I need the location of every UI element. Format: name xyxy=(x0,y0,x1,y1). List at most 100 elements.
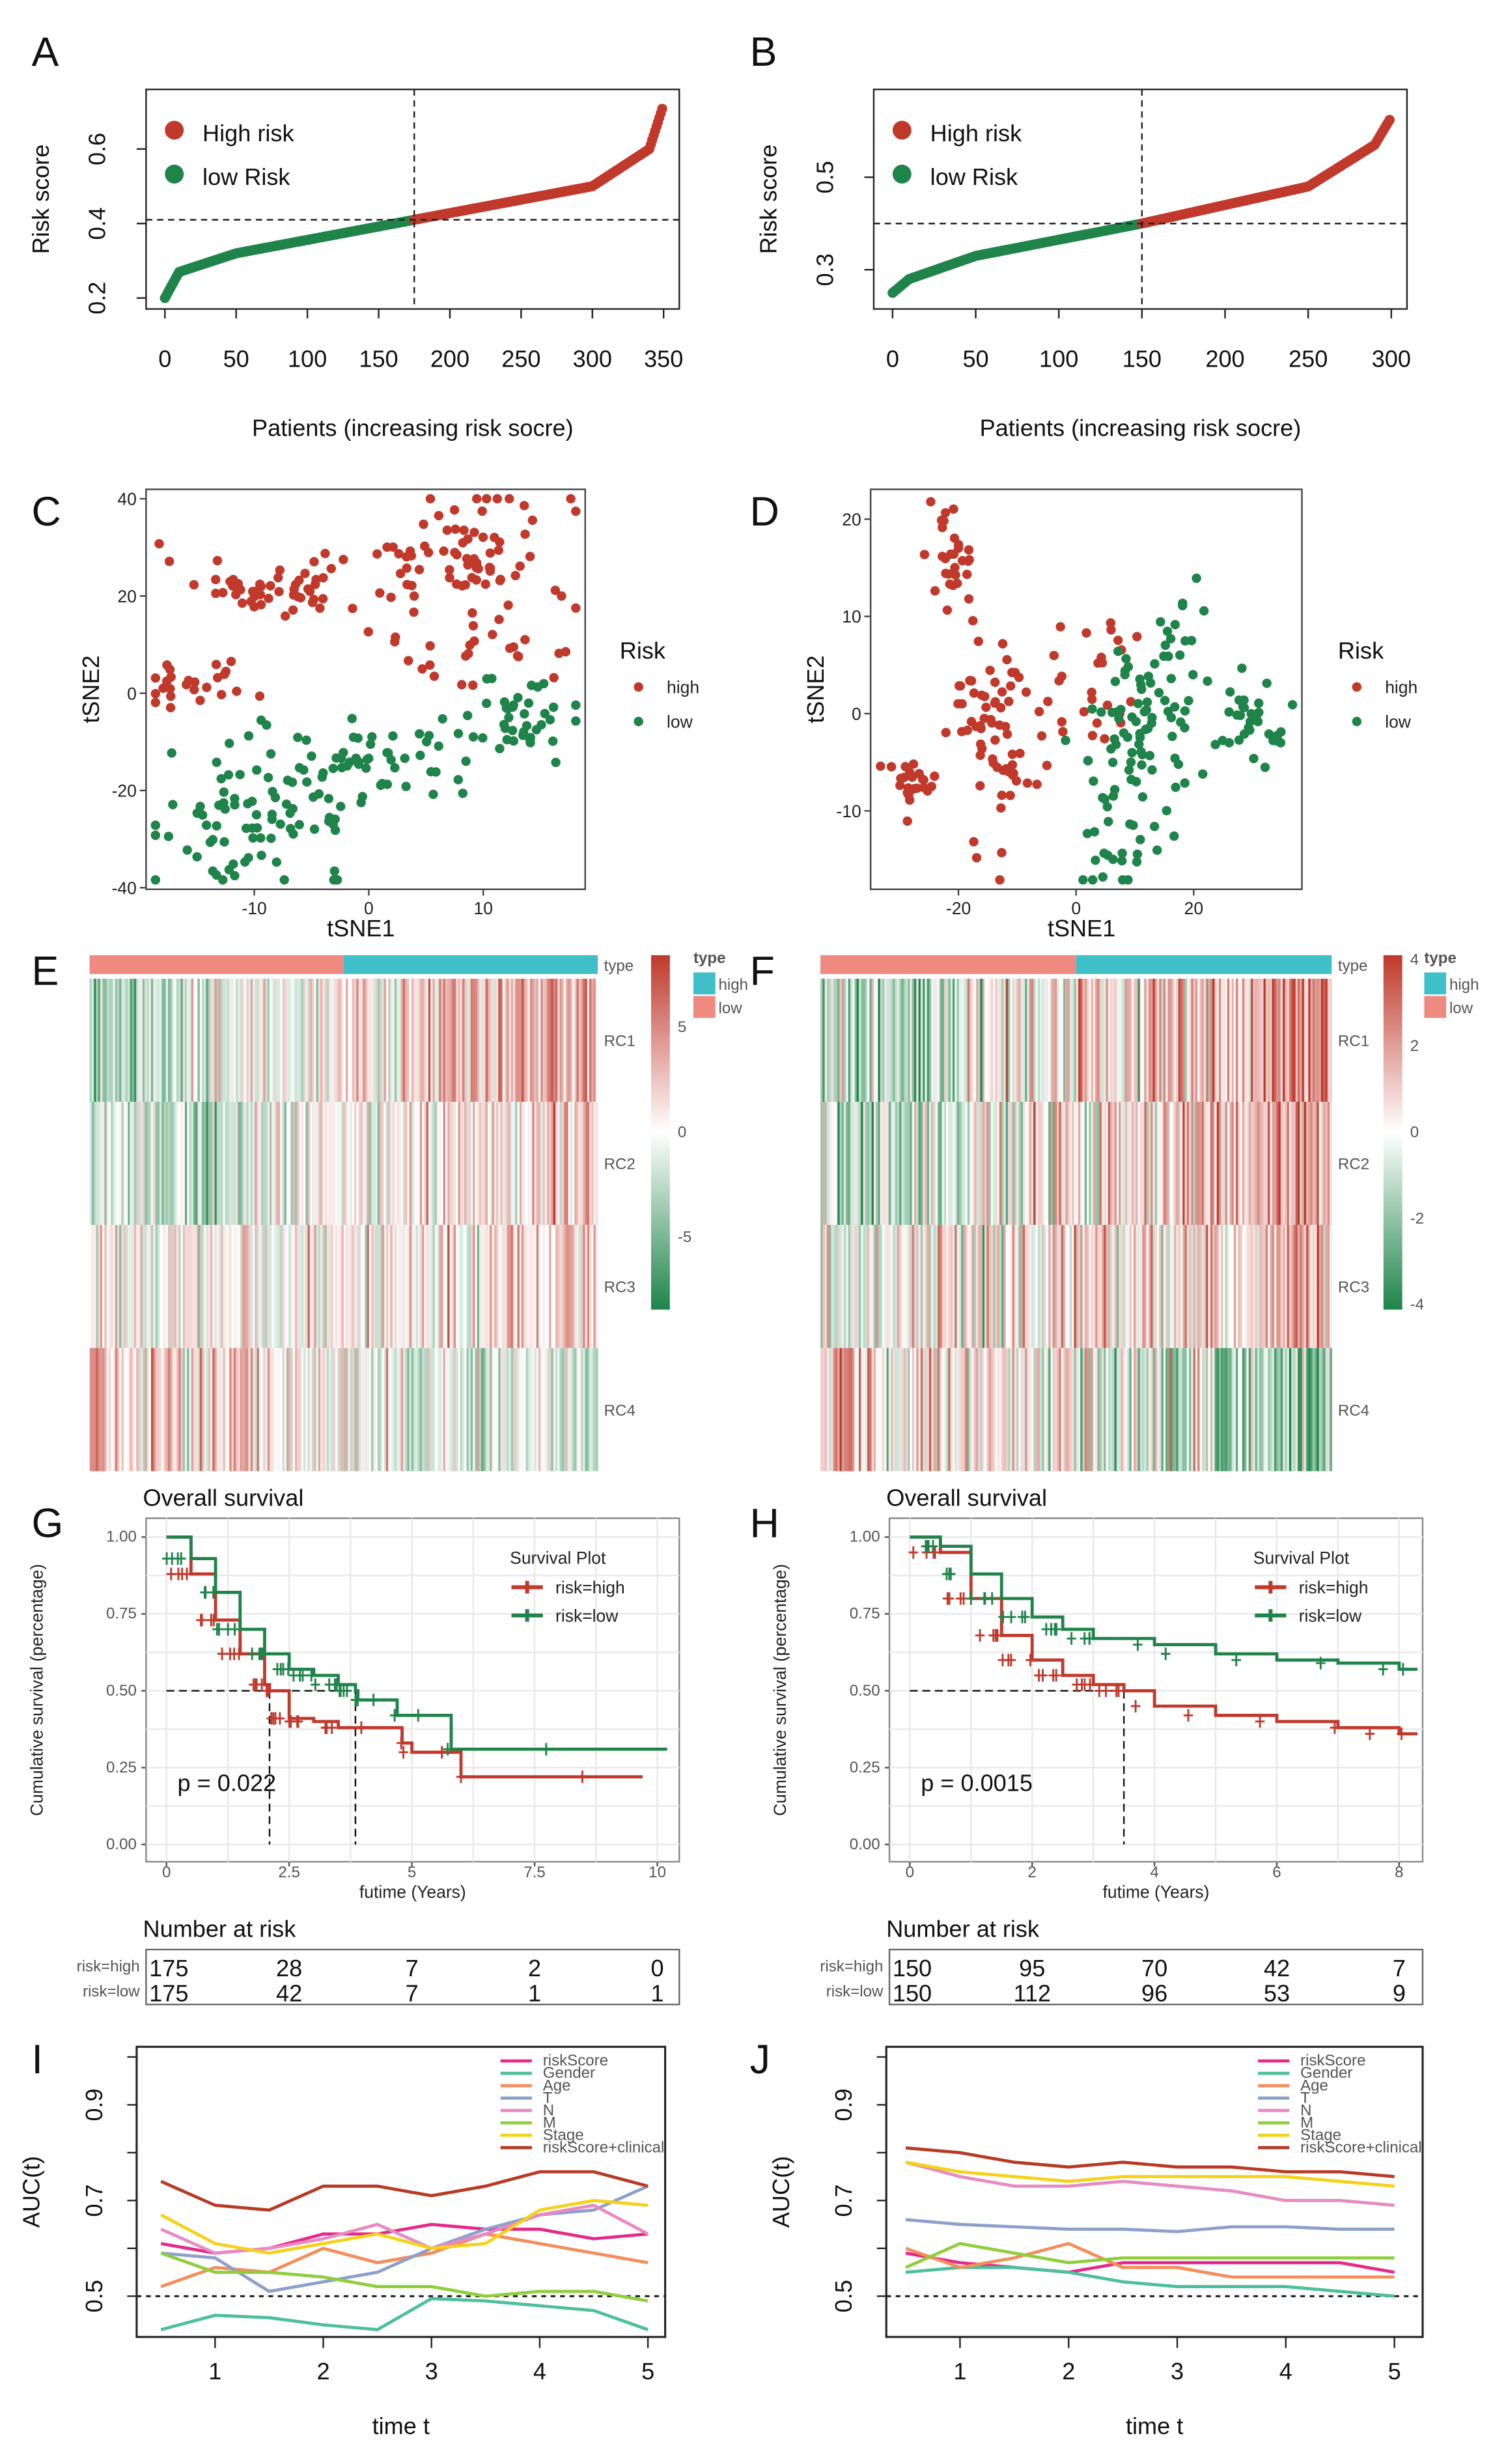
heatmap-cell xyxy=(1106,1225,1109,1349)
tsne-point xyxy=(329,866,339,876)
heatmap-cell xyxy=(1005,979,1009,1102)
tsne-point xyxy=(1113,636,1123,645)
heatmap-cell xyxy=(502,1102,505,1225)
x-tick-label: 1 xyxy=(953,2358,966,2385)
heatmap-cell xyxy=(589,979,593,1102)
heatmap-cell xyxy=(865,1102,868,1225)
heatmap-cell xyxy=(574,1102,578,1225)
heatmap-cell xyxy=(1001,1348,1005,1472)
heatmap-cell xyxy=(589,1102,593,1225)
tsne-point xyxy=(1126,757,1136,767)
censor-mark xyxy=(270,1712,281,1725)
heatmap-cell xyxy=(507,979,510,1102)
heatmap-cell xyxy=(1112,1225,1115,1349)
tsne-point xyxy=(495,537,505,547)
heatmap-cell xyxy=(1131,1225,1134,1349)
heatmap-cell xyxy=(1046,1348,1049,1472)
heatmap-cell xyxy=(1148,1348,1151,1472)
tsne-point xyxy=(255,579,265,589)
row-label: RC4 xyxy=(1338,1402,1369,1420)
heatmap-cell xyxy=(309,1102,313,1225)
type-legend-label: high xyxy=(719,976,749,994)
heatmap-cell xyxy=(578,979,581,1102)
heatmap-cell xyxy=(411,979,414,1102)
heatmap-cell xyxy=(1142,1102,1145,1225)
heatmap-cell xyxy=(570,1225,573,1349)
tsne-point xyxy=(425,660,435,670)
heatmap-cell xyxy=(436,1225,439,1349)
heatmap-cell xyxy=(980,979,983,1102)
heatmap-cell xyxy=(1318,1348,1322,1472)
heatmap-cell xyxy=(1108,1348,1111,1472)
heatmap-cell xyxy=(521,1225,524,1349)
heatmap-cell xyxy=(233,1102,236,1225)
heatmap-cell xyxy=(1054,979,1057,1102)
heatmap-cell xyxy=(1191,1225,1194,1349)
heatmap-cell xyxy=(988,1348,992,1472)
heatmap-cell xyxy=(515,979,518,1102)
y-axis-label: AUC(t) xyxy=(768,2156,794,2228)
tsne-point xyxy=(1166,673,1177,684)
heatmap-cell xyxy=(329,979,332,1102)
heatmap-cell xyxy=(1295,1225,1298,1349)
heatmap-cell xyxy=(1148,979,1151,1102)
heatmap-cell xyxy=(270,1102,273,1225)
heatmap-cell xyxy=(1114,1348,1117,1472)
heatmap-cell xyxy=(886,979,889,1102)
tsne-point xyxy=(1007,749,1018,759)
heatmap-cell xyxy=(914,1102,917,1225)
heatmap-cell xyxy=(197,979,201,1102)
tsne-point xyxy=(520,709,529,719)
heatmap-cell xyxy=(1242,1348,1245,1472)
heatmap-cell xyxy=(1310,1348,1313,1472)
heatmap-cell xyxy=(549,979,552,1102)
tsne-point xyxy=(458,789,467,798)
tsne-point xyxy=(1152,845,1162,855)
heatmap-cell xyxy=(210,979,213,1102)
heatmap-cell xyxy=(400,979,404,1102)
heatmap-cell xyxy=(1229,1102,1233,1225)
censor-mark xyxy=(1034,1669,1044,1682)
heatmap-cell xyxy=(895,1225,898,1349)
heatmap-cell xyxy=(1037,1102,1040,1225)
tsne-point xyxy=(876,761,885,771)
heatmap-cell xyxy=(1174,1225,1177,1349)
heatmap-cell xyxy=(348,1348,351,1472)
heatmap-cell xyxy=(852,979,856,1102)
heatmap-cell xyxy=(1001,1102,1005,1225)
heatmap-cell xyxy=(1139,1225,1143,1349)
tsne-point xyxy=(1087,688,1096,697)
tsne-point xyxy=(994,720,1005,730)
heatmap-cell xyxy=(1029,1348,1032,1472)
x-tick-label: 50 xyxy=(962,346,988,372)
tsne-point xyxy=(988,754,997,764)
heatmap-cell xyxy=(1208,1102,1211,1225)
heatmap-cell xyxy=(1165,979,1169,1102)
heatmap-cell xyxy=(1035,1225,1039,1349)
heatmap-cell xyxy=(1227,1348,1230,1472)
heatmap-cell xyxy=(272,979,275,1102)
heatmap-cell xyxy=(1186,979,1190,1102)
y-tick-label: 40 xyxy=(117,490,136,509)
heatmap-cell xyxy=(578,1102,581,1225)
heatmap-cell xyxy=(176,1225,179,1349)
heatmap-cell xyxy=(356,979,359,1102)
heatmap-cell xyxy=(1093,979,1096,1102)
color-scale-tick: -4 xyxy=(1410,1296,1424,1313)
heatmap-cell xyxy=(216,1225,219,1349)
heatmap-cell xyxy=(1059,979,1062,1102)
tsne-point xyxy=(481,698,492,708)
tsne-point xyxy=(434,511,444,521)
heatmap-cell xyxy=(826,1225,830,1349)
y-axis-label: Cumulative survival (percentage) xyxy=(770,1564,790,1816)
tsne-point xyxy=(1199,606,1209,616)
heatmap-cell xyxy=(861,1225,864,1349)
heatmap-cell xyxy=(125,1348,128,1472)
heatmap-cell xyxy=(891,1102,894,1225)
risk-table-title: Number at risk xyxy=(886,1916,1040,1942)
heatmap-cell xyxy=(1001,1225,1005,1349)
heatmap-cell xyxy=(432,1102,436,1225)
heatmap-cell xyxy=(551,1348,554,1472)
heatmap-cell xyxy=(504,1102,507,1225)
heatmap-cell xyxy=(1044,979,1047,1102)
